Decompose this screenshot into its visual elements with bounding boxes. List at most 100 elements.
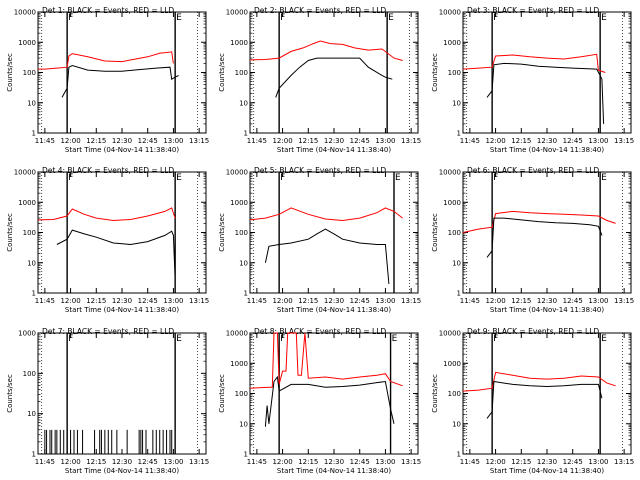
x-tick-label: 11:45: [35, 137, 55, 145]
lld-series-line: [38, 51, 174, 70]
marker-label: F: [68, 13, 73, 23]
x-tick-label: 12:00: [60, 137, 80, 145]
x-tick-label: 11:45: [35, 297, 55, 305]
y-tick-label: 10: [452, 420, 461, 428]
y-axis-label: Counts/sec: [6, 53, 14, 92]
x-axis-label: Start Time (04-Nov-14 11:38:40): [277, 467, 391, 475]
y-tick-label: 1: [244, 130, 248, 138]
marker-label: F: [280, 173, 285, 183]
marker-label: F: [68, 173, 73, 183]
x-tick-label: 12:45: [563, 137, 583, 145]
x-tick-label: 12:15: [86, 137, 106, 145]
y-tick-label: 1000: [230, 360, 248, 368]
x-tick-label: 13:15: [401, 458, 421, 466]
y-tick-label: 1000: [230, 199, 248, 207]
detector-panel-2: Det 2: BLACK = Events, RED = LLD 1 10 100 10…: [218, 6, 421, 154]
x-tick-label: 12:00: [272, 137, 292, 145]
detector-panel-9: Det 9: BLACK = Events, RED = LLD 1 10 100 10…: [431, 327, 634, 475]
events-series-line: [275, 57, 393, 98]
x-tick-label: 12:45: [563, 458, 583, 466]
y-axis-label: Counts/sec: [218, 374, 226, 413]
y-tick-label: 1: [457, 130, 461, 138]
x-tick-label: 12:45: [563, 297, 583, 305]
marker-label: F: [68, 334, 73, 344]
events-series-line: [486, 380, 603, 419]
x-tick-label: 12:15: [511, 297, 531, 305]
y-tick-label: 100: [448, 69, 461, 77]
detector-panel-4: Det 4: BLACK = Events, RED = LLD 1 10 100 10…: [6, 166, 209, 314]
x-tick-label: 12:00: [485, 297, 505, 305]
x-axis-label: Start Time (04-Nov-14 11:38:40): [65, 146, 179, 154]
x-tick-label: 13:15: [189, 297, 209, 305]
lld-series-line: [462, 53, 606, 73]
events-series-line: [56, 229, 176, 279]
y-tick-label: 1000: [18, 330, 36, 338]
x-axis-label: Start Time (04-Nov-14 11:38:40): [490, 467, 604, 475]
x-tick-label: 13:00: [375, 297, 395, 305]
x-tick-label: 13:00: [163, 137, 183, 145]
y-tick-label: 10: [452, 259, 461, 267]
lld-series-line: [249, 40, 403, 61]
panel-title: Det 7: BLACK = Events, RED = LLD: [42, 327, 174, 336]
y-tick-label: 10: [239, 420, 248, 428]
y-axis-label: Counts/sec: [431, 213, 439, 252]
marker-label: E: [176, 173, 182, 183]
plot-frame: [37, 11, 207, 134]
y-tick-label: 1000: [230, 39, 248, 47]
marker-label: E: [601, 173, 607, 183]
lld-series-line: [249, 207, 403, 222]
detector-panel-7: Det 7: BLACK = Events, RED = LLD 1 10 100 10…: [6, 327, 209, 475]
x-tick-label: 11:45: [460, 137, 480, 145]
events-series-line: [61, 64, 179, 98]
marker-label: F: [493, 334, 498, 344]
marker-label: E: [395, 173, 401, 183]
x-tick-label: 13:15: [614, 458, 634, 466]
plot-frame: [462, 11, 632, 134]
y-tick-label: 10: [27, 410, 36, 418]
plot-frame: [37, 171, 207, 294]
y-tick-label: 1: [32, 290, 36, 298]
y-tick-label: 1: [244, 451, 248, 459]
x-tick-label: 12:30: [324, 137, 344, 145]
x-tick-label: 12:45: [138, 137, 158, 145]
lld-series-line: [37, 207, 176, 222]
x-axis-label: Start Time (04-Nov-14 11:38:40): [490, 146, 604, 154]
x-tick-label: 12:15: [298, 297, 318, 305]
plot-frame: [37, 332, 207, 455]
marker-label: F: [280, 334, 285, 344]
lld-series-line: [462, 210, 616, 233]
x-axis-label: Start Time (04-Nov-14 11:38:40): [277, 306, 391, 314]
panel-title: Det 6: BLACK = Events, RED = LLD: [467, 166, 599, 175]
detector-panel-3: Det 3: BLACK = Events, RED = LLD 1 10 100 10…: [431, 6, 634, 154]
y-tick-label: 10: [452, 99, 461, 107]
plot-frame: [462, 332, 632, 455]
x-tick-label: 12:45: [350, 137, 370, 145]
y-tick-label: 10000: [439, 9, 461, 17]
events-series-line: [264, 375, 395, 427]
y-tick-label: 100: [235, 390, 248, 398]
plot-frame: [249, 171, 419, 294]
x-tick-label: 13:00: [375, 458, 395, 466]
marker-label: F: [280, 13, 285, 23]
x-tick-label: 12:00: [485, 458, 505, 466]
plot-frame: [249, 332, 419, 455]
x-tick-label: 11:45: [247, 458, 267, 466]
x-tick-label: 12:00: [272, 297, 292, 305]
panel-title: Det 3: BLACK = Events, RED = LLD: [467, 6, 599, 15]
x-tick-label: 13:00: [163, 458, 183, 466]
x-axis-label: Start Time (04-Nov-14 11:38:40): [277, 146, 391, 154]
panel-title: Det 2: BLACK = Events, RED = LLD: [254, 6, 386, 15]
x-tick-label: 13:15: [614, 297, 634, 305]
x-tick-label: 12:30: [537, 297, 557, 305]
x-tick-label: 12:15: [511, 137, 531, 145]
y-axis-label: Counts/sec: [431, 374, 439, 413]
y-tick-label: 100: [448, 229, 461, 237]
x-tick-label: 12:30: [112, 297, 132, 305]
y-tick-label: 1: [32, 130, 36, 138]
x-tick-label: 12:30: [324, 458, 344, 466]
x-tick-label: 12:15: [511, 458, 531, 466]
marker-label: E: [388, 13, 394, 23]
x-tick-label: 13:15: [189, 137, 209, 145]
x-tick-label: 12:15: [298, 458, 318, 466]
